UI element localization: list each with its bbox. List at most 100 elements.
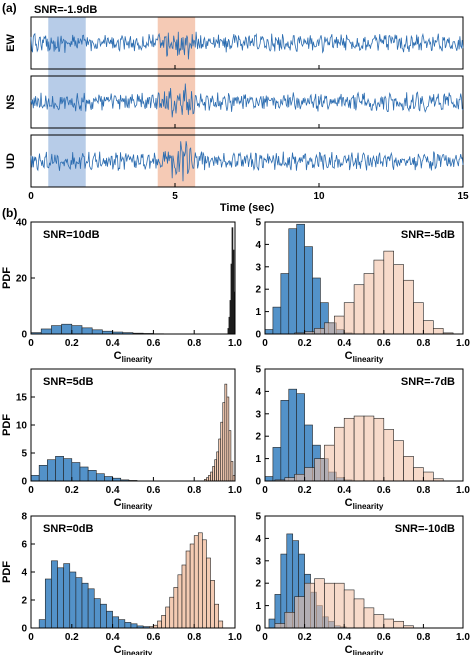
histogram-bar <box>81 582 89 629</box>
histogram-bar <box>71 462 81 482</box>
histogram-bar <box>165 606 171 629</box>
x-tick-label: 0.8 <box>187 338 201 349</box>
x-axis-label: Clinearity <box>345 644 384 655</box>
x-tick-label: 0.4 <box>337 338 351 349</box>
histogram-bar <box>100 603 107 629</box>
histogram-bar <box>304 467 315 482</box>
histogram-bar <box>112 616 120 629</box>
x-tick-label: 0.6 <box>377 338 391 349</box>
histogram-bar <box>81 327 93 335</box>
histogram-bar <box>274 594 282 629</box>
x-tick-label: 1.0 <box>228 632 242 643</box>
histogram-bar <box>222 402 226 482</box>
x-tick-label: 1.0 <box>228 485 242 496</box>
histogram-bar <box>294 596 305 629</box>
x-tick-label: 0.2 <box>65 632 79 643</box>
x-tick-label: 0.4 <box>106 632 120 643</box>
histogram-bar <box>280 273 290 335</box>
x-tick-label: 0.2 <box>65 338 79 349</box>
histogram-bar <box>383 429 394 482</box>
x-axis-label-main: C <box>345 350 353 362</box>
histogram-bar <box>210 471 213 482</box>
histogram-panel: 0 2 4 6 8 0 0.2 0.4 0.6 0.8 1.0 Clinearity PDF SNR=0d… <box>1 512 242 655</box>
snr-annotation: SNR=5dB <box>43 376 93 388</box>
y-tick-label: 20 <box>16 274 28 285</box>
snr-annotation: SNR=-5dB <box>401 229 455 241</box>
histogram-bar <box>216 451 219 482</box>
y-tick-label: 2 <box>21 596 27 607</box>
x-tick-label: 0.6 <box>146 338 160 349</box>
histogram-bar <box>193 535 199 629</box>
snr-annotation: SNR=10dB <box>43 229 100 241</box>
x-axis-label: Clinearity <box>114 644 153 655</box>
histogram-bar <box>206 557 211 629</box>
x-axis-label-main: C <box>345 644 353 655</box>
histogram-bar <box>343 417 355 482</box>
histogram-bar <box>197 532 203 629</box>
x-tick-label: 0.2 <box>65 485 79 496</box>
histogram-bar <box>106 610 113 629</box>
x-tick-label: 0.6 <box>146 485 160 496</box>
histogram-bar <box>288 388 297 482</box>
histogram-bar <box>272 306 282 335</box>
plot-frame <box>264 368 464 482</box>
histogram-panel: 0 5 10 15 0 0.2 0.4 0.6 0.8 1.0 Clinearity PDF SNR=5… <box>1 368 242 511</box>
histogram-bar <box>284 477 295 482</box>
x-tick-label: 1.0 <box>456 485 470 496</box>
histogram-bar <box>314 328 325 335</box>
x-tick-label: 0 <box>28 632 34 643</box>
trace-ud <box>30 141 464 182</box>
time-tick-label: 0 <box>28 191 34 202</box>
y-tick-label: 0 <box>255 624 261 635</box>
y-tick-label: 4 <box>255 240 261 251</box>
x-axis-label-subscript: linearity <box>122 649 153 655</box>
histogram-bar <box>274 623 286 629</box>
histogram-bar <box>214 603 219 629</box>
y-tick-label: 4 <box>255 534 261 545</box>
histogram-bar <box>296 223 305 335</box>
x-axis-label: Clinearity <box>114 350 153 364</box>
histogram-bar <box>51 325 62 335</box>
x-axis-label-main: C <box>114 350 122 362</box>
y-tick-label: 0 <box>21 477 27 488</box>
x-axis-label-main: C <box>345 497 353 509</box>
histogram-bar <box>185 550 191 629</box>
histogram-bar <box>202 539 207 629</box>
histogram-bar <box>333 315 345 335</box>
y-tick-label: 3 <box>255 556 261 567</box>
histogram-panel: 0 1 2 3 4 5 0 0.2 0.4 0.6 0.8 1.0 Clinearity SNR=-5dB <box>255 218 470 365</box>
x-tick-label: 0 <box>28 338 34 349</box>
histogram-bar <box>264 329 274 335</box>
y-tick-label: 5 <box>255 365 261 376</box>
time-axis-label: Time (sec) <box>220 202 275 214</box>
histogram-bar <box>284 612 295 629</box>
histogram-bar <box>87 470 97 482</box>
y-tick-label: 0 <box>21 330 27 341</box>
y-tick-label: 5 <box>255 218 261 229</box>
histogram-bar <box>220 421 224 482</box>
trace-ew <box>30 31 464 60</box>
histogram-bar <box>294 473 305 482</box>
time-tick-label: 15 <box>457 191 469 202</box>
y-tick-label: 1 <box>255 454 261 465</box>
histogram-bar <box>57 567 64 629</box>
x-tick-label: 0.4 <box>337 632 351 643</box>
y-axis-label: PDF <box>1 561 13 583</box>
panel-label-b: (b) <box>2 206 17 220</box>
histogram-bar <box>210 580 215 629</box>
histogram-bar <box>312 277 321 335</box>
histogram-bar <box>95 473 105 482</box>
time-tick-label: 5 <box>172 191 178 202</box>
histogram-bar <box>324 582 335 629</box>
histogram-bar <box>226 396 230 482</box>
histogram-bar <box>403 279 414 335</box>
histogram-bar <box>264 476 274 482</box>
plot-frame <box>264 221 464 335</box>
histogram-bar <box>208 475 211 482</box>
x-axis-label-subscript: linearity <box>353 355 384 364</box>
y-tick-label: 10 <box>16 421 28 432</box>
x-tick-label: 0.8 <box>416 338 430 349</box>
histogram-panel: 0 1 2 3 4 5 0 0.2 0.4 0.6 0.8 1.0 Clinearity SNR=-10d… <box>255 512 470 655</box>
